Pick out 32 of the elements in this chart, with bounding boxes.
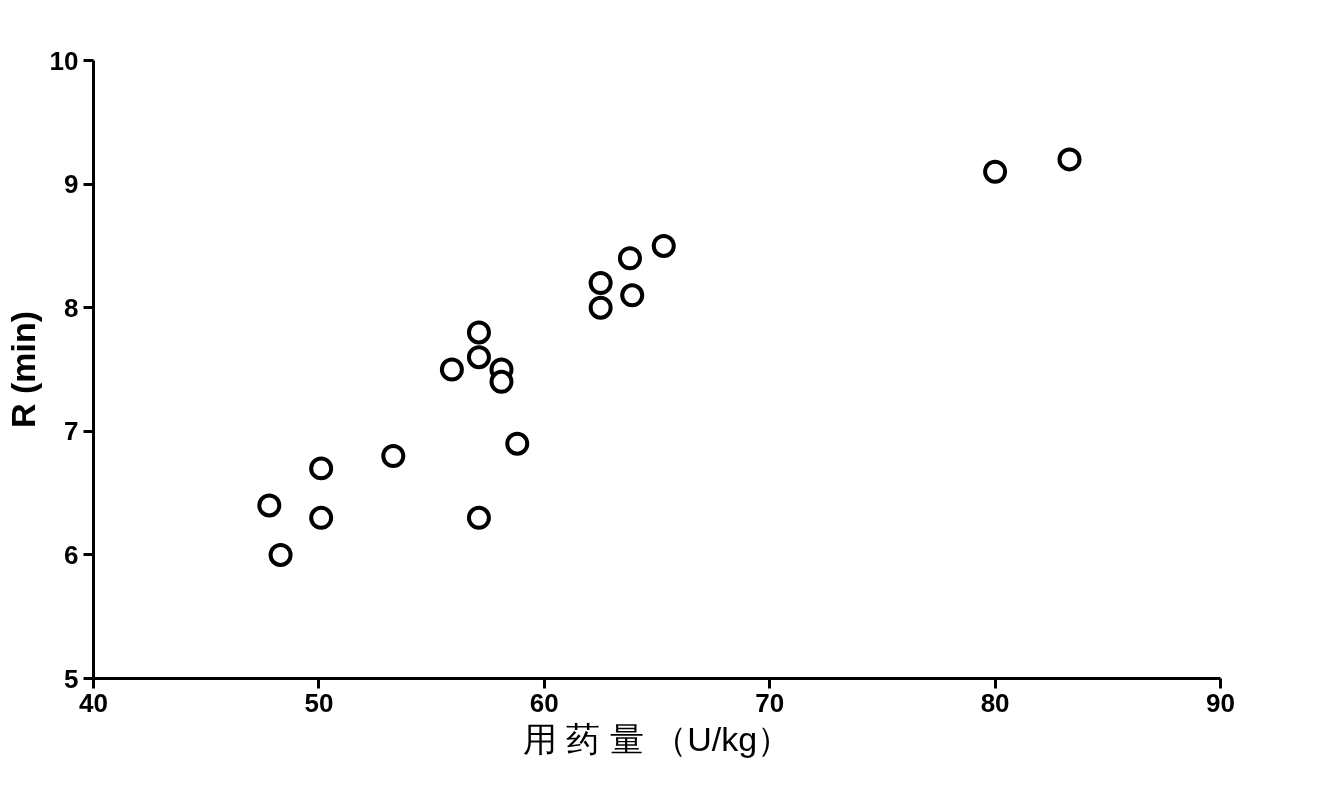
- y-tick-label: 9: [64, 169, 79, 200]
- point: [651, 233, 676, 258]
- x-tick-label: 80: [980, 687, 1010, 718]
- x-tick-label: 60: [529, 687, 559, 718]
- y-tick-label: 6: [64, 539, 79, 570]
- point: [620, 283, 645, 308]
- x-axis-title: 用 药 量 （U/kg）: [522, 719, 792, 758]
- x-tick-label: 40: [79, 687, 108, 718]
- point: [983, 159, 1008, 184]
- point: [309, 505, 334, 530]
- point: [268, 542, 293, 567]
- x-tick-label: 50: [304, 687, 334, 718]
- point: [257, 493, 282, 518]
- point: [381, 444, 406, 468]
- y-tick-label: 5: [64, 663, 79, 694]
- point: [588, 295, 613, 320]
- point: [309, 456, 334, 481]
- x-tick-label: 90: [1206, 687, 1235, 718]
- point: [1057, 147, 1082, 172]
- y-axis-title: R (min): [3, 310, 42, 429]
- point: [588, 271, 613, 295]
- point: [489, 369, 514, 394]
- x-tick-label: 70: [755, 687, 785, 718]
- point: [617, 246, 642, 271]
- point: [466, 345, 491, 370]
- point: [466, 505, 491, 530]
- point: [466, 320, 491, 345]
- y-tick-label: 7: [64, 416, 79, 447]
- point: [439, 357, 464, 382]
- y-tick-label: 8: [64, 292, 79, 323]
- point: [505, 431, 530, 456]
- y-tick-label: 10: [49, 45, 79, 76]
